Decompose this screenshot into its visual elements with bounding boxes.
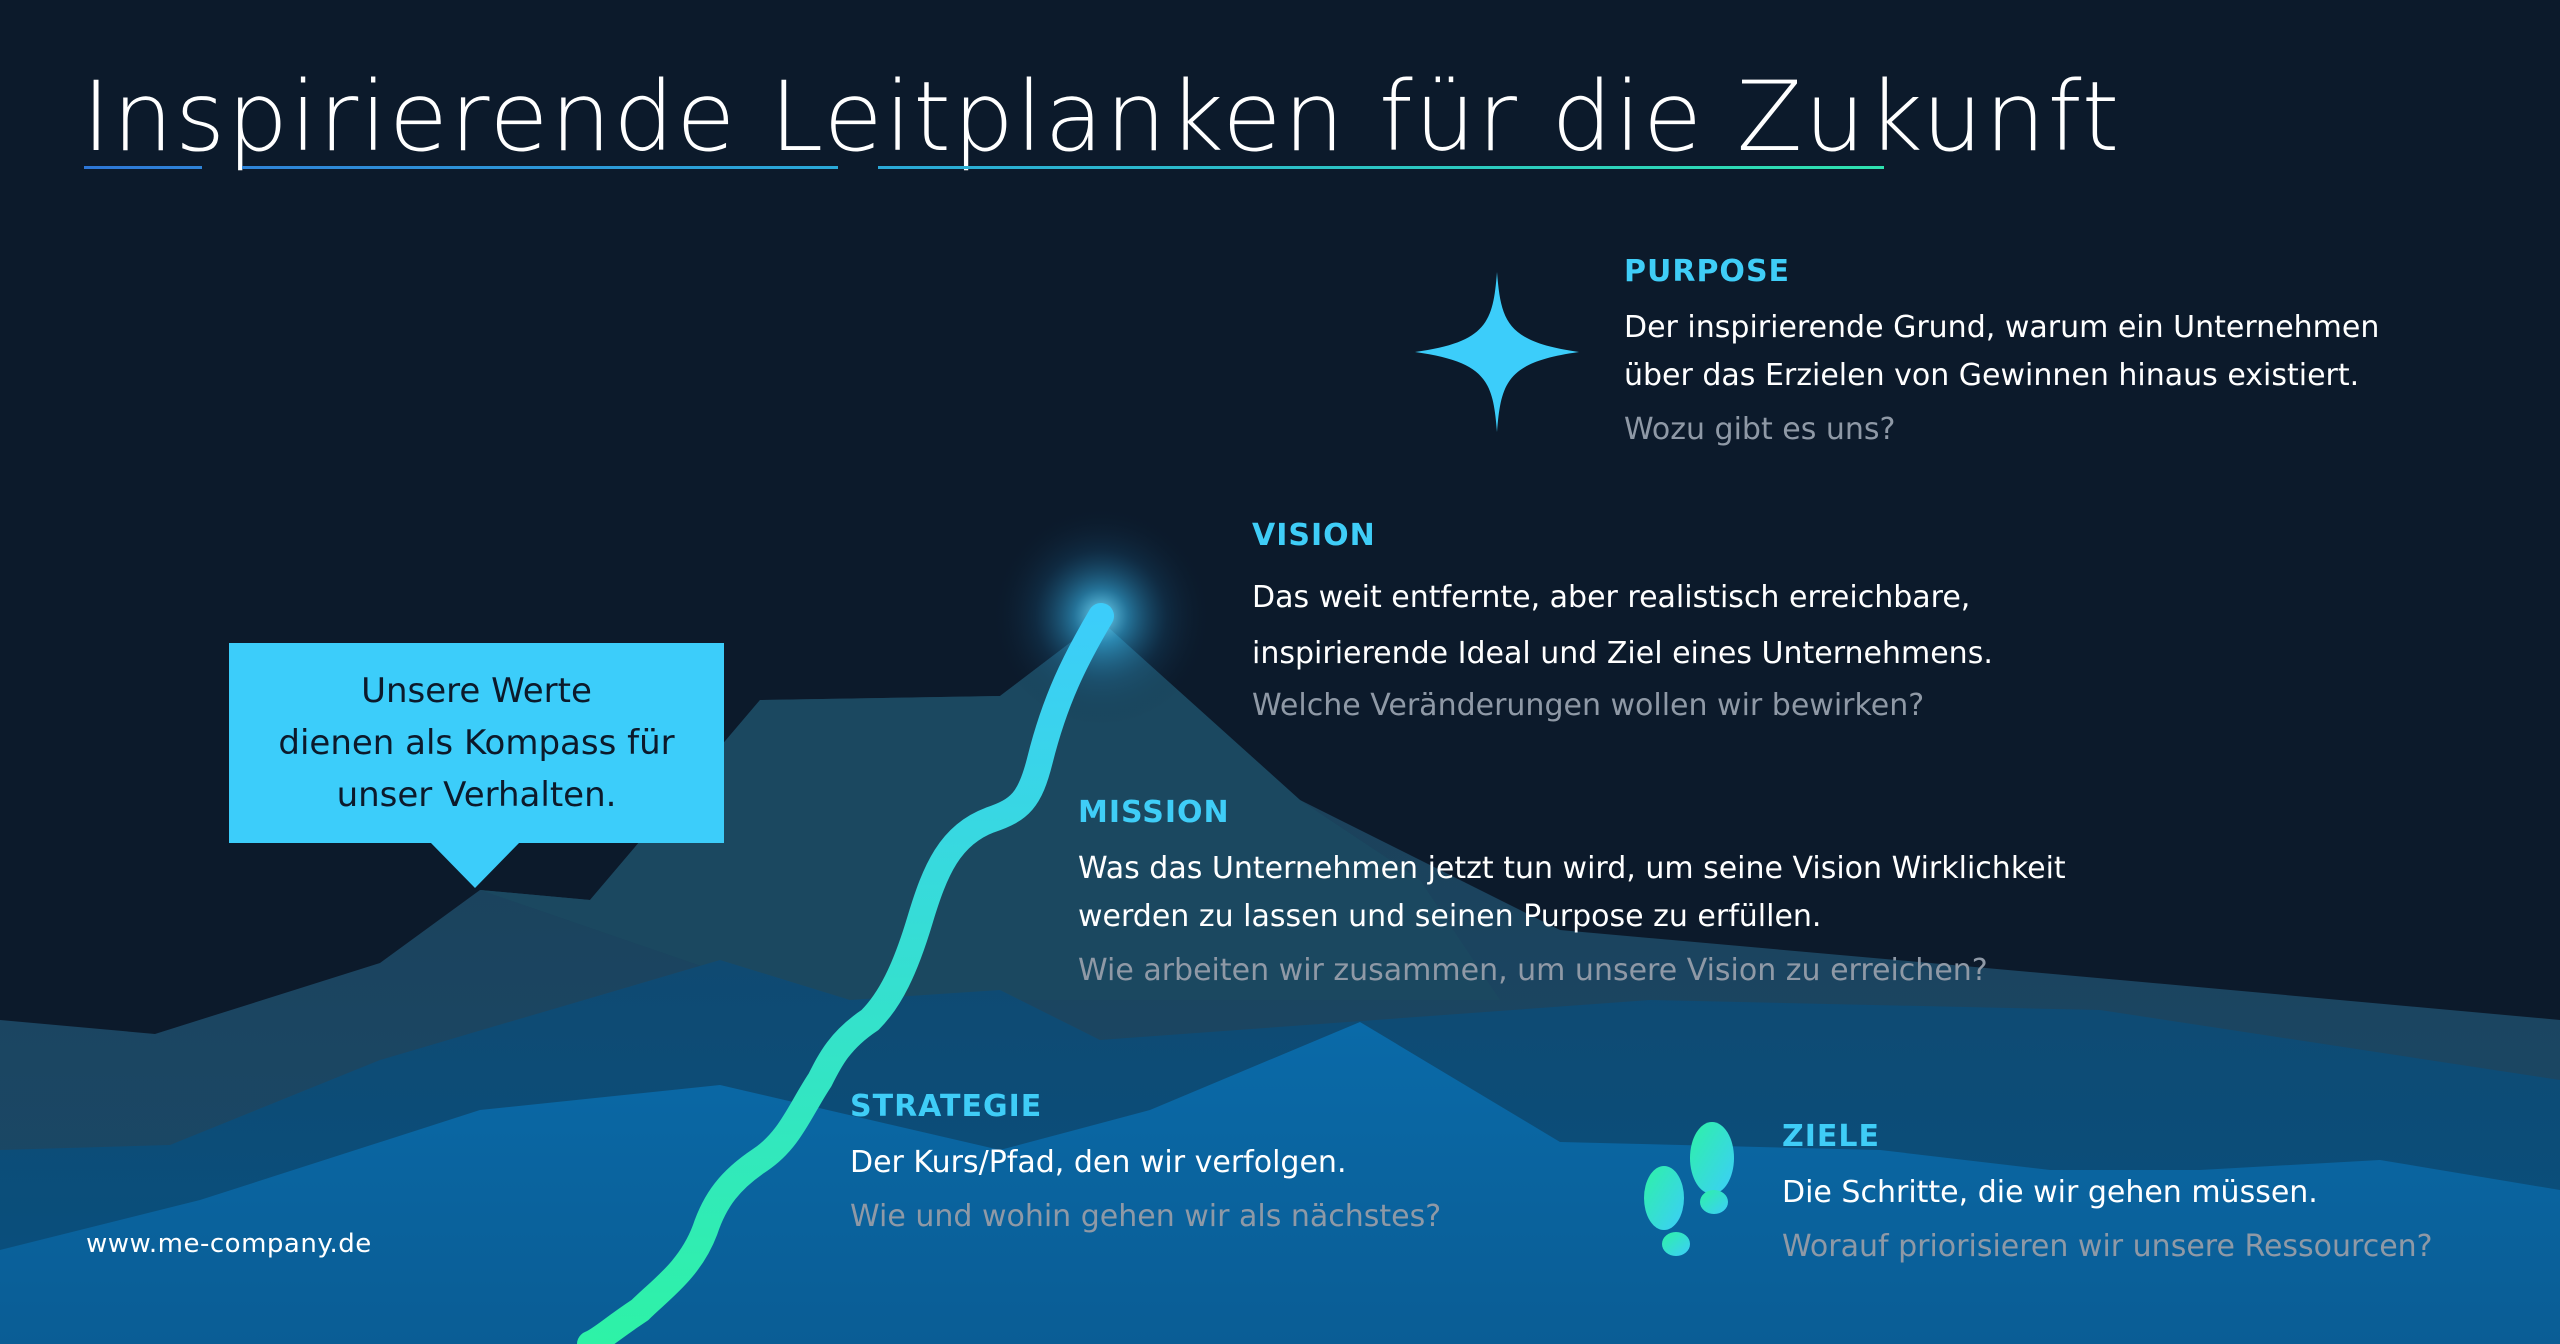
strategie-section: STRATEGIE Der Kurs/Pfad, den wir verfolg… bbox=[850, 1087, 1441, 1241]
vision-question: Welche Veränderungen wollen wir bewirken… bbox=[1252, 688, 1925, 723]
page-title: Inspirierende Leitplanken für die Zukunf… bbox=[82, 61, 2122, 173]
mission-section: MISSION Was das Unternehmen jetzt tun wi… bbox=[1078, 793, 2066, 995]
mission-question: Wie arbeiten wir zusammen, um unsere Vis… bbox=[1078, 953, 1988, 988]
ziele-question: Worauf priorisieren wir unsere Ressource… bbox=[1782, 1229, 2433, 1264]
mission-heading: MISSION bbox=[1078, 795, 1230, 830]
vision-line: Das weit entfernte, aber realistisch err… bbox=[1252, 580, 1971, 615]
strategie-question: Wie und wohin gehen wir als nächstes? bbox=[850, 1199, 1442, 1234]
title-underline bbox=[878, 166, 1884, 169]
ziele-description: Die Schritte, die wir gehen müssen. bbox=[1782, 1175, 2318, 1210]
mission-description: Was das Unternehmen jetzt tun wird, um s… bbox=[1078, 845, 2066, 941]
four-point-star-icon bbox=[1415, 272, 1579, 432]
purpose-section: PURPOSE Der inspirierende Grund, warum e… bbox=[1624, 252, 2379, 454]
mission-line: werden zu lassen und seinen Purpose zu e… bbox=[1078, 899, 1822, 934]
purpose-line: Der inspirierende Grund, warum ein Unter… bbox=[1624, 310, 2380, 345]
title-underline bbox=[84, 166, 202, 169]
ziele-heading: ZIELE bbox=[1782, 1119, 1881, 1154]
callout-tail-icon bbox=[430, 842, 520, 888]
ziele-section: ZIELE Die Schritte, die wir gehen müssen… bbox=[1782, 1117, 2433, 1271]
mission-line: Was das Unternehmen jetzt tun wird, um s… bbox=[1078, 851, 2066, 886]
callout-line: unser Verhalten. bbox=[336, 775, 617, 815]
purpose-question: Wozu gibt es uns? bbox=[1624, 412, 1896, 447]
summit-path bbox=[577, 603, 1114, 1344]
strategie-description: Der Kurs/Pfad, den wir verfolgen. bbox=[850, 1145, 1347, 1180]
title-underline bbox=[242, 166, 838, 169]
footer-website: www.me-company.de bbox=[86, 1229, 372, 1259]
vision-description: Das weit entfernte, aber realistisch err… bbox=[1252, 570, 1993, 682]
footprints-icon bbox=[1644, 1122, 1734, 1256]
values-callout: Unsere Werte dienen als Kompass für unse… bbox=[229, 643, 724, 843]
vision-line: inspirierende Ideal und Ziel eines Unter… bbox=[1252, 636, 1993, 671]
purpose-line: über das Erzielen von Gewinnen hinaus ex… bbox=[1624, 358, 2360, 393]
vision-section: VISION Das weit entfernte, aber realisti… bbox=[1252, 516, 1993, 730]
callout-line: Unsere Werte bbox=[361, 671, 592, 711]
purpose-heading: PURPOSE bbox=[1624, 254, 1791, 289]
callout-line: dienen als Kompass für bbox=[278, 723, 675, 763]
purpose-description: Der inspirierende Grund, warum ein Unter… bbox=[1624, 304, 2379, 400]
vision-heading: VISION bbox=[1252, 518, 1376, 553]
strategie-heading: STRATEGIE bbox=[850, 1089, 1043, 1124]
